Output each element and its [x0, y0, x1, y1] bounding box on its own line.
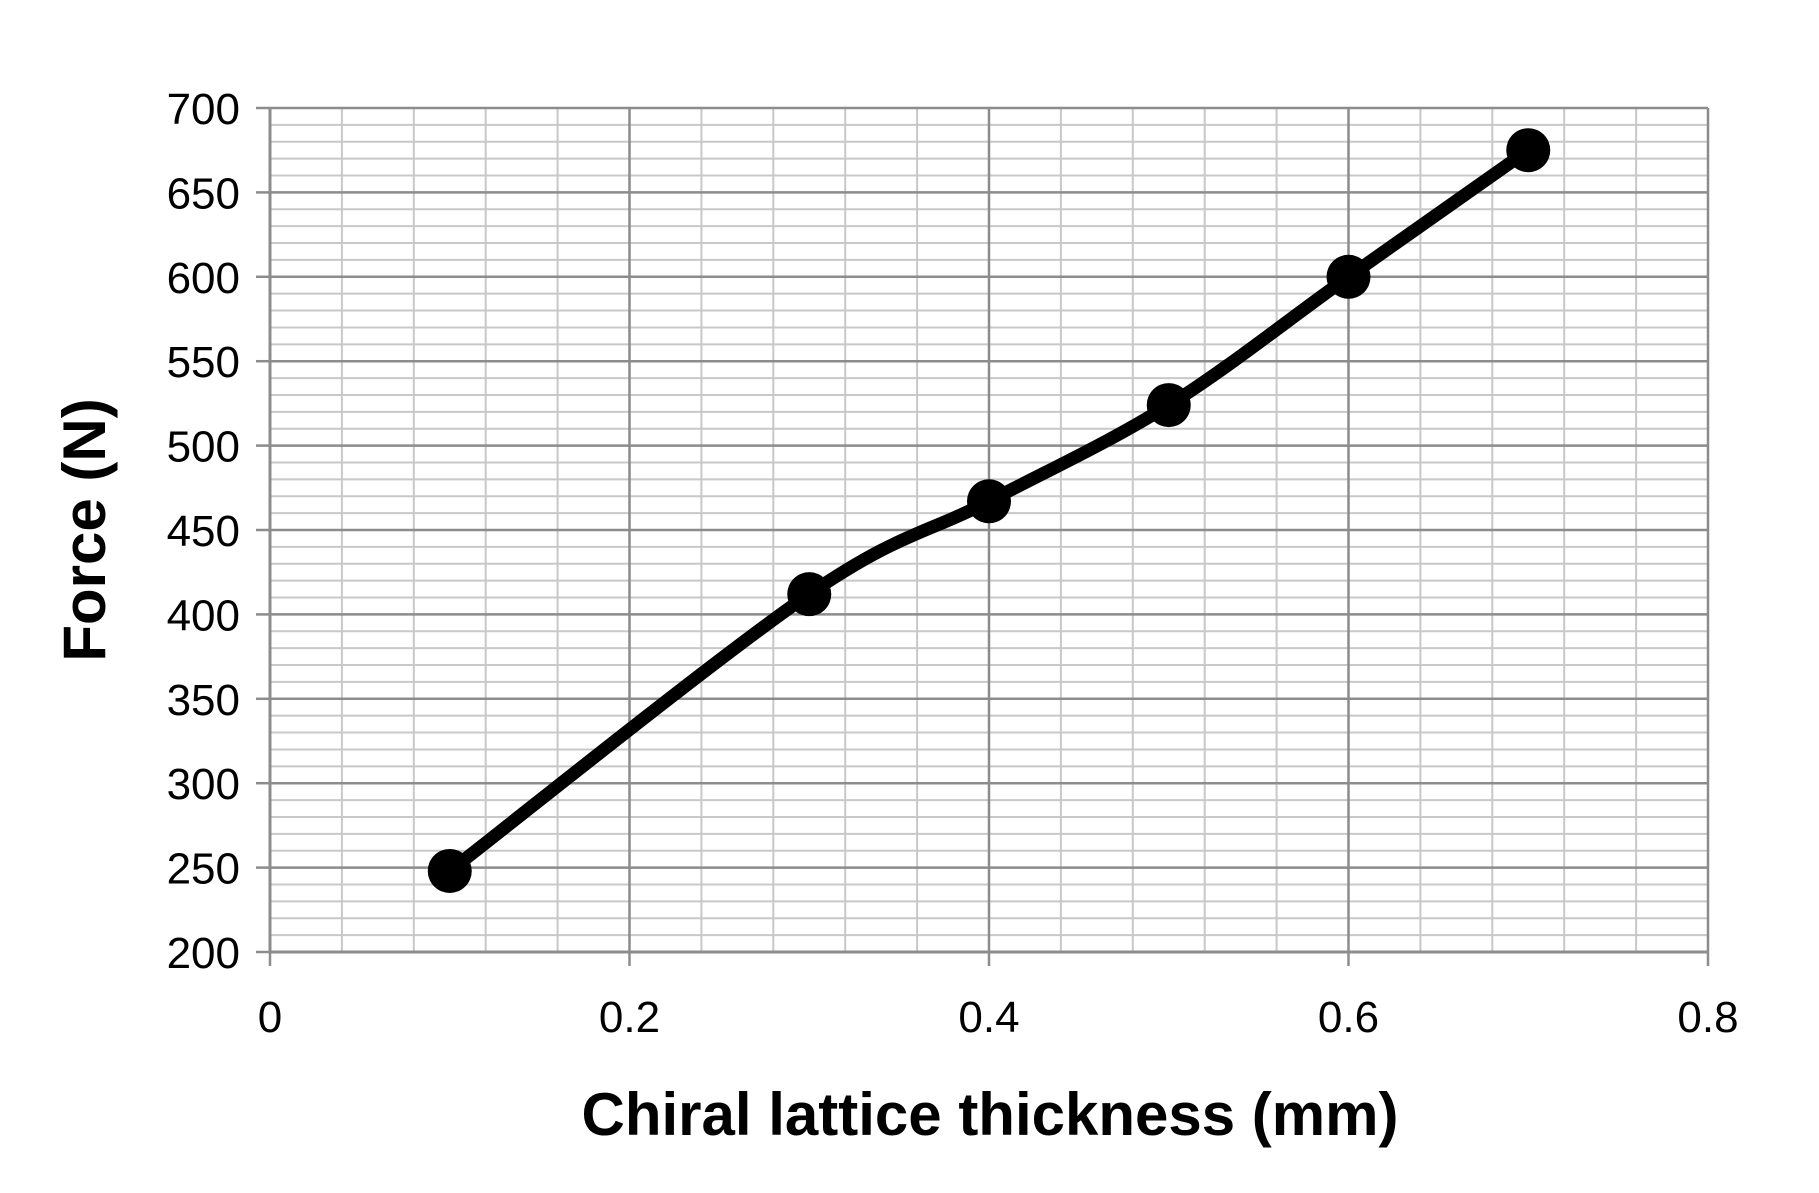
tick-labels: 200 250 300 350 400 450 500 550 600 650 700 0 0.2 0.4…	[167, 85, 1739, 1042]
y-tick-label: 650	[167, 169, 240, 218]
axes	[256, 106, 1710, 966]
axis-titles: Chiral lattice thickness (mm) Force (N)	[51, 398, 1398, 1148]
x-tick-label: 0.8	[1677, 993, 1738, 1042]
data-point-marker	[427, 848, 472, 893]
y-tick-label: 450	[167, 507, 240, 556]
y-tick-label: 500	[167, 423, 240, 472]
x-tick-label: 0	[258, 993, 282, 1042]
data-point-marker	[1146, 383, 1191, 428]
x-tick-label: 0.2	[599, 993, 660, 1042]
data-point-marker	[787, 572, 832, 617]
y-tick-label: 400	[167, 591, 240, 640]
x-tick-label: 0.6	[1318, 993, 1379, 1042]
data-point-marker	[967, 479, 1011, 524]
y-tick-label: 350	[167, 676, 240, 725]
x-tick-label: 0.4	[958, 993, 1019, 1042]
data-point-marker	[1506, 128, 1551, 173]
y-axis-title: Force (N)	[51, 398, 118, 661]
series	[427, 128, 1551, 893]
y-tick-label: 700	[167, 85, 240, 134]
x-axis-title: Chiral lattice thickness (mm)	[582, 1081, 1399, 1148]
grid-lines	[268, 106, 1710, 954]
y-tick-label: 550	[167, 338, 240, 387]
y-tick-label: 600	[167, 254, 240, 303]
y-tick-label: 300	[167, 760, 240, 809]
y-tick-label: 200	[167, 929, 240, 978]
data-point-marker	[1326, 254, 1371, 299]
y-tick-label: 250	[167, 845, 240, 894]
